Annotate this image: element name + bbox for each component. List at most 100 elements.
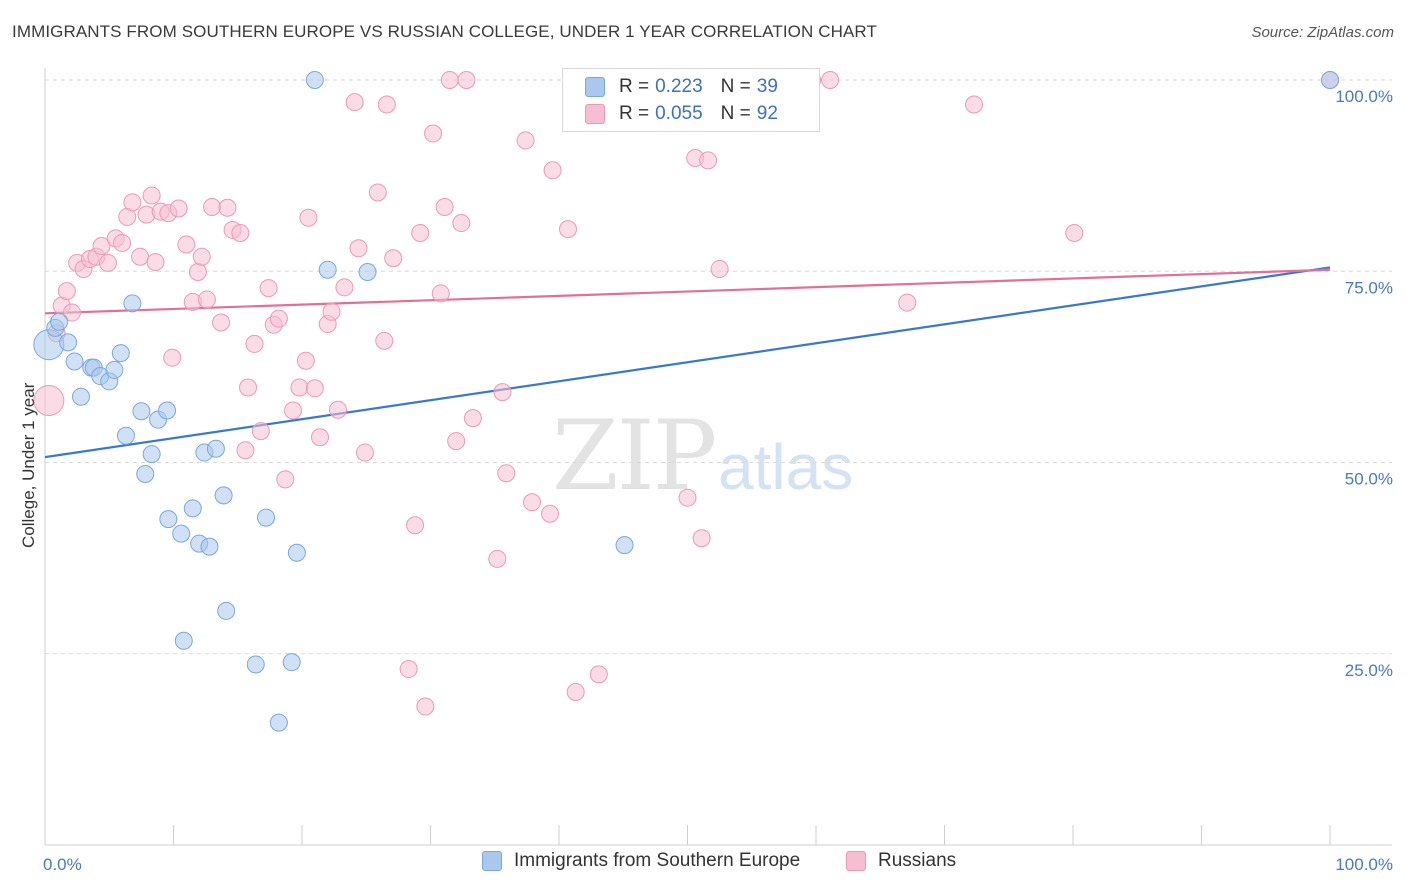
data-point-russians — [424, 124, 443, 143]
pink-swatch — [846, 851, 866, 871]
data-point-russians — [197, 290, 216, 309]
data-point-southern-europe — [246, 655, 265, 674]
data-point-russians — [192, 247, 211, 266]
data-point-southern-europe — [282, 653, 301, 672]
r-value: 0.223 — [655, 76, 703, 97]
r-label: R = — [619, 103, 650, 124]
data-point-russians — [558, 220, 577, 239]
data-point-southern-europe — [217, 601, 236, 620]
legend-label: Russians — [878, 850, 957, 871]
data-point-russians — [375, 331, 394, 350]
legend-item-southern-europe[interactable]: Immigrants from Southern Europe — [482, 850, 800, 872]
data-point-southern-europe — [200, 537, 219, 556]
data-point-russians — [523, 493, 542, 512]
data-point-russians — [322, 302, 341, 321]
data-point-russians — [33, 385, 65, 417]
data-point-southern-europe — [132, 402, 151, 421]
data-point-russians — [488, 549, 507, 568]
trend-line-southern-europe — [44, 266, 1331, 459]
data-point-southern-europe — [305, 71, 324, 89]
y-tick-label: 75.0% — [1345, 278, 1393, 297]
data-point-southern-europe — [257, 508, 276, 527]
data-point-southern-europe — [111, 344, 130, 363]
y-tick-label: 100.0% — [1335, 87, 1393, 106]
data-point-russians — [296, 351, 315, 370]
data-point-russians — [541, 504, 560, 523]
data-point-russians — [236, 441, 255, 460]
data-point-russians — [821, 71, 840, 89]
data-point-russians — [259, 279, 278, 298]
data-point-russians — [177, 235, 196, 254]
x-tick-label: 100.0% — [1335, 855, 1393, 874]
grid-lines — [45, 79, 1392, 655]
data-point-southern-europe — [50, 312, 69, 331]
data-point-russians — [447, 432, 466, 451]
data-point-southern-europe — [174, 631, 193, 650]
data-point-russians — [543, 161, 562, 180]
n-value: 92 — [756, 103, 778, 124]
blue-swatch — [482, 851, 502, 871]
data-point-russians — [290, 378, 309, 397]
data-point-russians — [1065, 224, 1084, 242]
legend-label: Immigrants from Southern Europe — [514, 850, 801, 871]
data-point-russians — [231, 224, 250, 242]
chart-title: IMMIGRANTS FROM SOUTHERN EUROPE VS RUSSI… — [12, 22, 877, 41]
data-point-russians — [345, 93, 364, 112]
data-point-russians — [457, 71, 476, 89]
data-point-russians — [898, 293, 917, 312]
legend-row-blue: R = 0.223 N = 39 — [585, 74, 796, 100]
data-point-southern-europe — [172, 524, 191, 543]
data-point-southern-europe — [71, 387, 90, 406]
n-label: N = — [720, 103, 751, 124]
data-point-southern-europe — [206, 439, 225, 458]
data-point-russians — [299, 208, 318, 227]
n-label: N = — [720, 76, 751, 97]
data-point-russians — [57, 282, 76, 301]
data-point-russians — [416, 697, 435, 716]
data-point-russians — [269, 309, 288, 328]
data-point-russians — [384, 249, 403, 268]
legend-row-pink: R = 0.055 N = 92 — [585, 101, 796, 127]
series-legend: Immigrants from Southern Europe Russians — [0, 850, 1406, 880]
data-point-russians — [431, 284, 450, 303]
data-point-southern-europe — [1321, 71, 1339, 89]
data-point-russians — [146, 253, 165, 272]
y-axis-label: College, Under 1 year — [19, 382, 38, 548]
data-point-russians — [203, 197, 222, 216]
data-point-russians — [305, 379, 324, 398]
data-point-southern-europe — [105, 360, 124, 379]
data-point-russians — [355, 443, 374, 462]
data-point-russians — [678, 488, 697, 507]
data-point-russians — [965, 95, 984, 114]
data-point-russians — [142, 186, 161, 205]
correlation-legend: R = 0.223 N = 39 R = 0.055 N = 92 — [562, 68, 820, 132]
legend-item-russians[interactable]: Russians — [846, 850, 956, 872]
data-point-russians — [377, 95, 396, 114]
tick-labels: 25.0% 50.0% 75.0% 100.0% 0.0% 100.0% — [43, 87, 1393, 874]
data-point-russians — [92, 237, 111, 256]
data-point-southern-europe — [158, 401, 177, 420]
data-point-russians — [710, 259, 729, 278]
data-point-russians — [123, 193, 142, 212]
r-value: 0.055 — [655, 103, 703, 124]
data-point-russians — [113, 233, 132, 252]
data-point-southern-europe — [615, 536, 634, 555]
data-point-russians — [452, 214, 471, 233]
watermark-atlas: atlas — [718, 431, 854, 503]
data-point-russians — [239, 378, 258, 397]
data-point-russians — [349, 239, 368, 258]
data-point-southern-europe — [123, 294, 142, 313]
n-value: 39 — [756, 76, 778, 97]
data-point-southern-europe — [183, 499, 202, 518]
data-point-southern-europe — [136, 464, 155, 483]
pink-swatch — [585, 104, 605, 124]
data-point-southern-europe — [318, 260, 337, 279]
data-point-russians — [516, 131, 535, 150]
data-point-russians — [284, 401, 303, 420]
r-label: R = — [619, 76, 650, 97]
trend-line-russians — [44, 268, 1331, 315]
data-point-russians — [368, 183, 387, 202]
data-point-russians — [411, 224, 430, 242]
data-point-russians — [276, 470, 295, 489]
blue-swatch — [585, 77, 605, 97]
